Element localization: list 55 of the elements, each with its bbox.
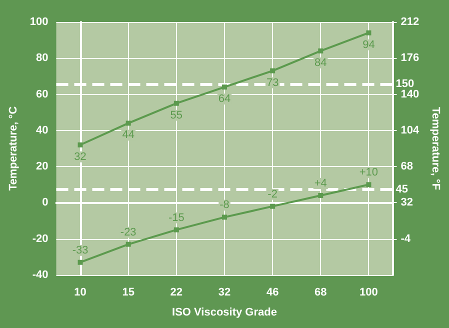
data-label: 32 [74,150,86,163]
point [174,227,179,232]
y2-tick-label: 176 [400,52,420,64]
x-tick-label: 15 [122,286,134,298]
y-tick-label: 100 [30,16,48,28]
data-label: 94 [362,38,375,51]
y2-tick-label: 140 [400,88,420,100]
point [270,68,276,74]
y-tick-label: 0 [42,196,48,209]
y2-tick-label: 32 [400,196,413,209]
y-tick-label: 80 [36,52,48,64]
data-label: +10 [359,166,378,179]
point [222,84,227,90]
point [318,192,324,198]
data-label: +4 [314,177,327,190]
x-tick-label: 10 [74,286,86,298]
point [174,100,179,106]
data-label: -23 [120,226,136,238]
y2-tick-label: 68 [400,160,413,173]
x-tick-label: 68 [314,286,327,298]
y-tick-label: -40 [32,269,48,281]
data-label: 64 [218,93,231,106]
point [126,120,131,126]
point [318,48,324,54]
ref-line-label: 150 [396,78,414,90]
y-axis-title: Temperature, °C [8,106,20,191]
point [366,182,372,188]
ref-line-label: 45 [396,184,408,196]
data-label: 73 [266,76,279,89]
point [222,214,227,220]
data-label: -8 [220,199,230,212]
x-tick-label: 46 [266,286,279,298]
point [270,204,276,209]
y2-tick-label: 212 [400,16,420,28]
y-tick-label: 40 [36,124,48,136]
x-tick-label: 22 [170,286,183,298]
data-label: 55 [170,109,183,122]
y2-tick-label: 104 [400,124,420,136]
data-label: -33 [72,244,88,256]
data-label: -15 [168,212,184,224]
y-tick-label: 20 [36,160,48,173]
data-label: -2 [268,188,278,200]
y2-axis-title: Temperature, °F [430,106,442,190]
y2-tick-label: -4 [400,232,412,245]
x-tick-label: 100 [360,286,378,298]
point [126,242,131,247]
point [78,142,83,148]
point [366,30,372,36]
x-axis-title: ISO Viscosity Grade [172,306,277,318]
point [78,260,83,265]
data-label: 84 [314,56,327,69]
y-tick-label: -20 [32,232,48,245]
data-label: 44 [122,129,134,142]
y-tick-label: 60 [36,88,48,100]
x-tick-label: 32 [218,286,231,298]
